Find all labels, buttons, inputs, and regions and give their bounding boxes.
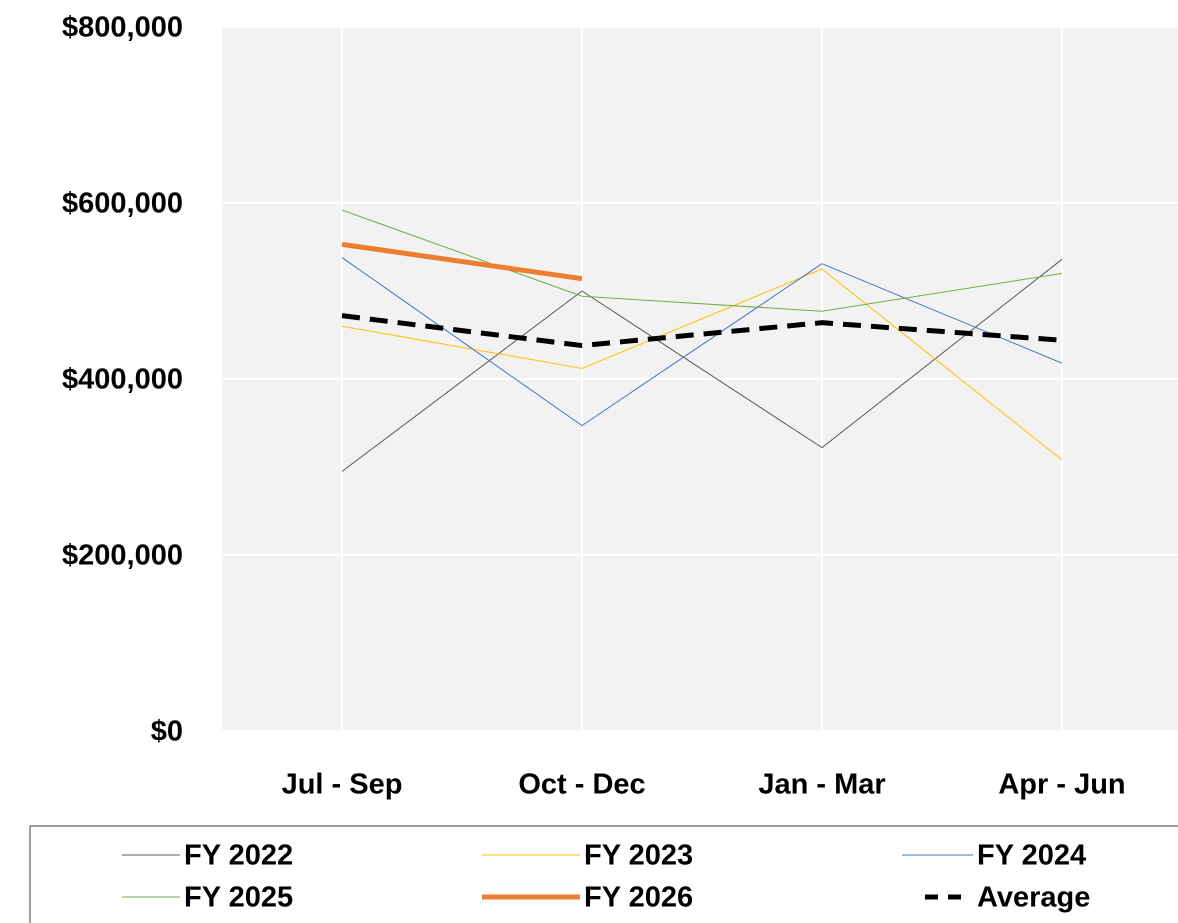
legend-label: Average (977, 882, 1090, 914)
x-tick-label: Jan - Mar (758, 769, 885, 801)
y-tick-label: $200,000 (62, 540, 183, 572)
series-line (341, 313, 1063, 349)
y-tick-label: $0 (151, 716, 183, 748)
x-tick-label: Apr - Jun (998, 769, 1125, 801)
y-tick-label: $400,000 (62, 364, 183, 396)
x-tick-label: Oct - Dec (518, 769, 645, 801)
series-line (341, 241, 583, 282)
legend-box (29, 825, 1178, 923)
legend-label: FY 2026 (584, 882, 693, 914)
legend-label: FY 2025 (184, 882, 293, 914)
series-line (341, 257, 1063, 427)
legend-label: FY 2023 (584, 840, 693, 872)
series-line (341, 209, 1063, 312)
y-tick-label: $600,000 (62, 188, 183, 220)
series-line (341, 268, 1063, 461)
legend-label: FY 2022 (184, 840, 293, 872)
y-tick-label: $800,000 (62, 12, 183, 44)
legend-label: FY 2024 (977, 840, 1086, 872)
series-line (341, 258, 1063, 472)
x-tick-label: Jul - Sep (282, 769, 403, 801)
